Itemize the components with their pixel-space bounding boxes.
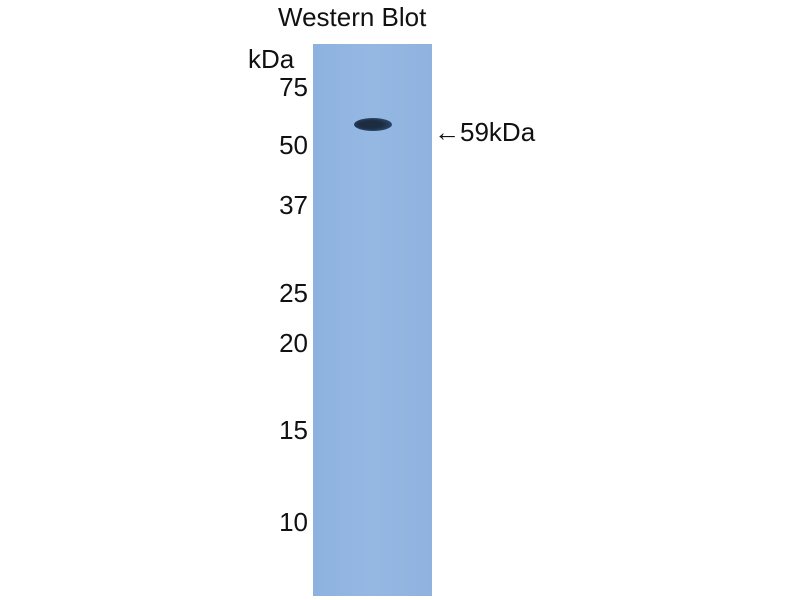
marker-37: 37 (279, 190, 308, 220)
marker-15: 15 (279, 415, 308, 445)
blot-lane (313, 44, 432, 596)
marker-75: 75 (279, 72, 308, 102)
marker-20: 20 (279, 328, 308, 358)
figure-title: Western Blot (278, 2, 427, 32)
unit-label: kDa (248, 44, 295, 74)
marker-50: 50 (279, 130, 308, 160)
marker-10: 10 (279, 507, 308, 537)
protein-band (354, 118, 392, 131)
marker-25: 25 (279, 278, 308, 308)
band-size-label: ←59kDa (434, 117, 536, 147)
